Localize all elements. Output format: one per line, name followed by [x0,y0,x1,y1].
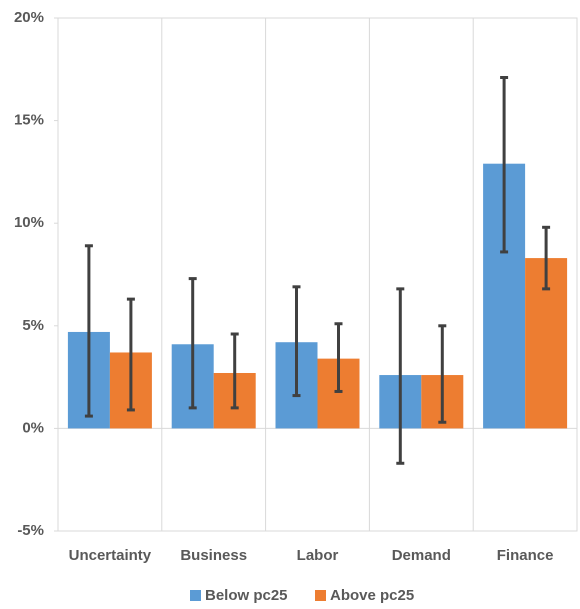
y-tick-label: 10% [14,214,44,231]
error-bar [500,76,509,254]
legend-swatch [315,590,326,601]
y-tick-label: -5% [17,522,44,539]
x-tick-label: Labor [297,547,339,564]
y-tick-label: 20% [14,9,44,26]
error-bar [126,297,135,412]
error-bar [230,332,239,410]
x-tick-label: Finance [497,547,554,564]
legend-label: Below pc25 [205,587,288,604]
x-tick-label: Business [180,547,247,564]
error-bar [542,225,551,291]
y-tick-label: 15% [14,112,44,129]
x-tick-label: Demand [392,547,451,564]
error-bar [396,287,405,465]
x-tick-label: Uncertainty [69,547,152,564]
error-bar [188,277,197,410]
plot-border [57,17,578,532]
legend-swatch [190,590,201,601]
error-bar [292,285,301,398]
legend-label: Above pc25 [330,587,414,604]
error-bar [84,244,93,418]
y-tick-label: 0% [22,419,44,436]
error-bar [334,322,343,393]
y-tick-label: 5% [22,317,44,334]
error-bar [438,324,447,424]
